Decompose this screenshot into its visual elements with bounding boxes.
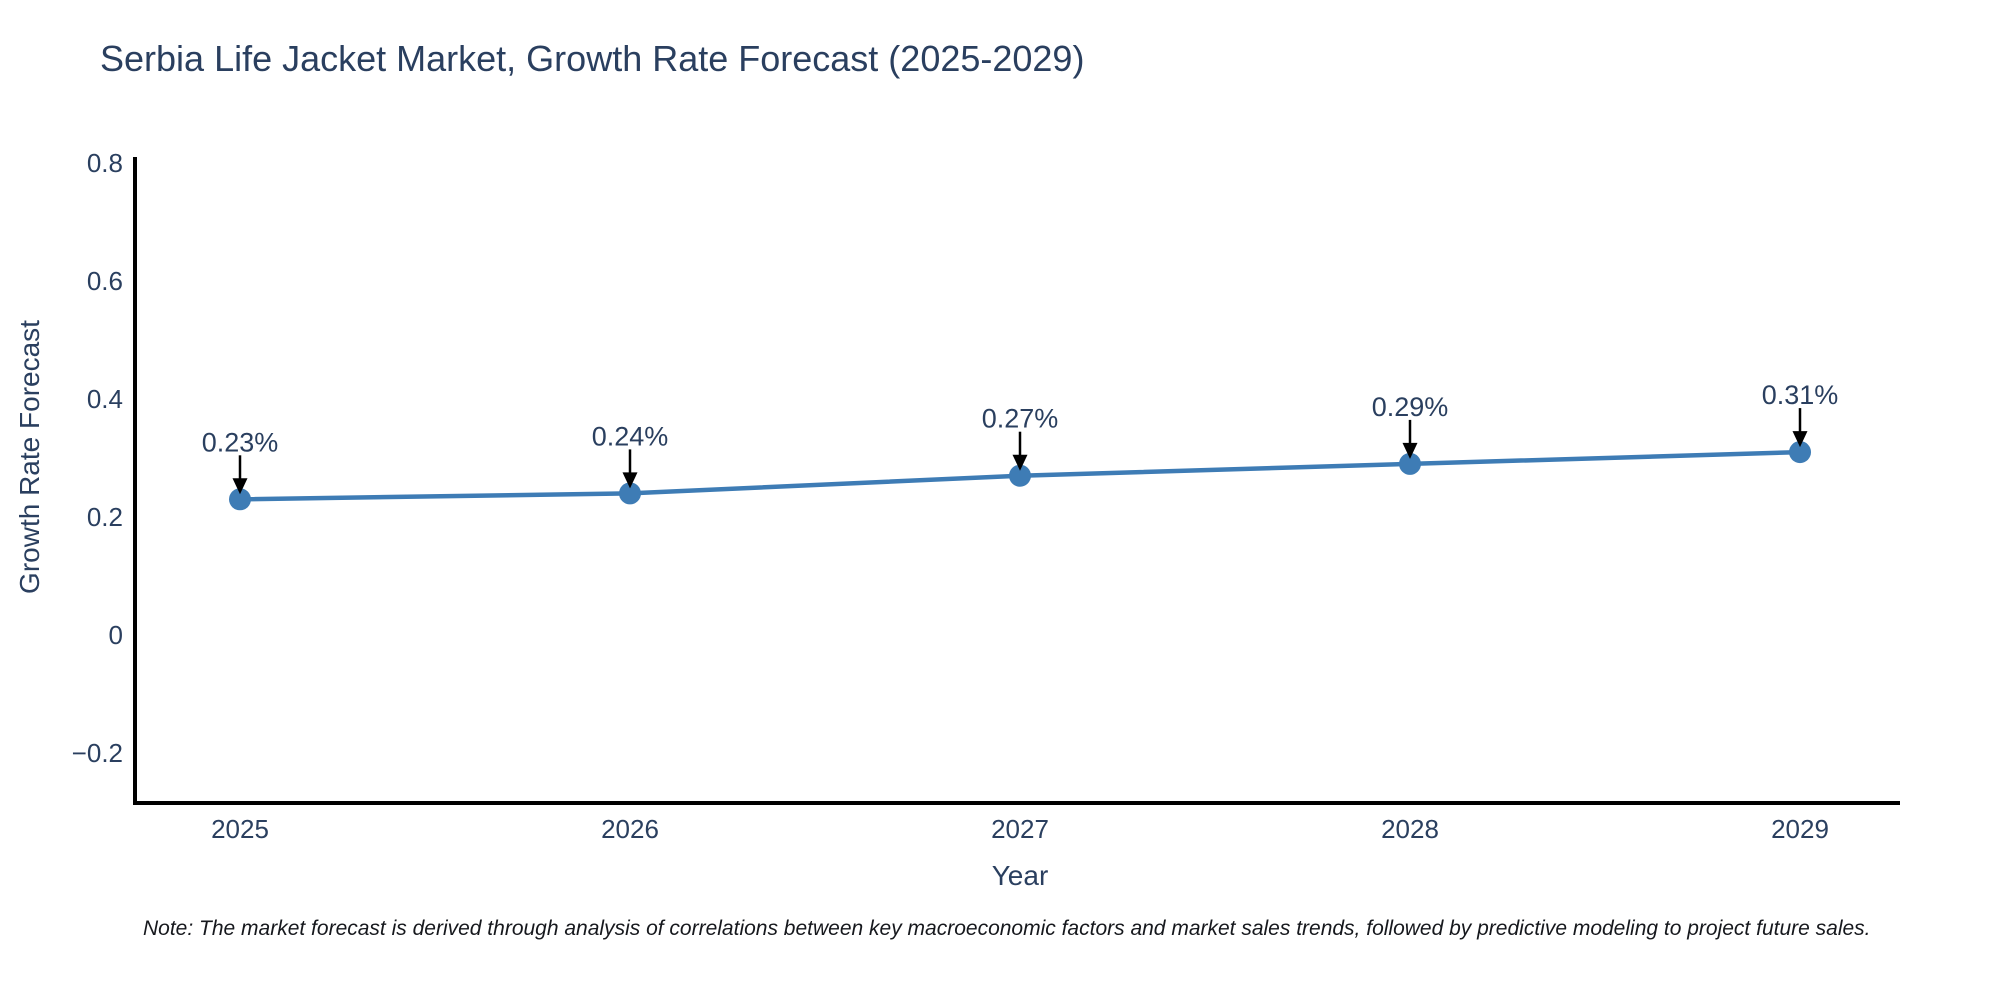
y-tick-label: 0.8 bbox=[87, 148, 123, 178]
annotation-arrowhead bbox=[1012, 454, 1028, 471]
data-point-label: 0.27% bbox=[982, 404, 1059, 434]
x-tick-label: 2027 bbox=[991, 814, 1049, 844]
y-tick-label: −0.2 bbox=[72, 738, 123, 768]
y-tick-label: 0.4 bbox=[87, 384, 123, 414]
methodology-note: Note: The market forecast is derived thr… bbox=[143, 917, 1871, 940]
data-point-marker[interactable] bbox=[229, 488, 251, 511]
data-point-label: 0.23% bbox=[202, 427, 279, 457]
x-tick-label: 2026 bbox=[601, 814, 659, 844]
x-tick-label: 2028 bbox=[1381, 814, 1439, 844]
chart-title: Serbia Life Jacket Market, Growth Rate F… bbox=[100, 38, 1085, 79]
y-tick-label: 0 bbox=[109, 620, 123, 650]
data-point-marker[interactable] bbox=[619, 482, 641, 505]
data-point-marker[interactable] bbox=[1009, 464, 1031, 487]
annotation-arrowhead bbox=[1402, 442, 1418, 459]
data-point-label: 0.24% bbox=[592, 421, 669, 451]
y-tick-label: 0.2 bbox=[87, 502, 123, 532]
annotation-arrowhead bbox=[232, 478, 248, 495]
data-point-label: 0.31% bbox=[1762, 380, 1839, 410]
data-point-label: 0.29% bbox=[1372, 392, 1449, 422]
y-tick-label: 0.6 bbox=[87, 266, 123, 296]
x-tick-label: 2025 bbox=[211, 814, 269, 844]
data-point-marker[interactable] bbox=[1789, 441, 1811, 464]
data-point-marker[interactable] bbox=[1399, 452, 1421, 475]
x-tick-label: 2029 bbox=[1771, 814, 1829, 844]
annotation-arrowhead bbox=[622, 472, 638, 489]
annotation-arrowhead bbox=[1792, 431, 1808, 448]
x-axis-title: Year bbox=[991, 860, 1049, 891]
